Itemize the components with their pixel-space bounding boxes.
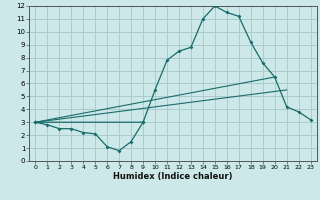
- X-axis label: Humidex (Indice chaleur): Humidex (Indice chaleur): [113, 172, 233, 181]
